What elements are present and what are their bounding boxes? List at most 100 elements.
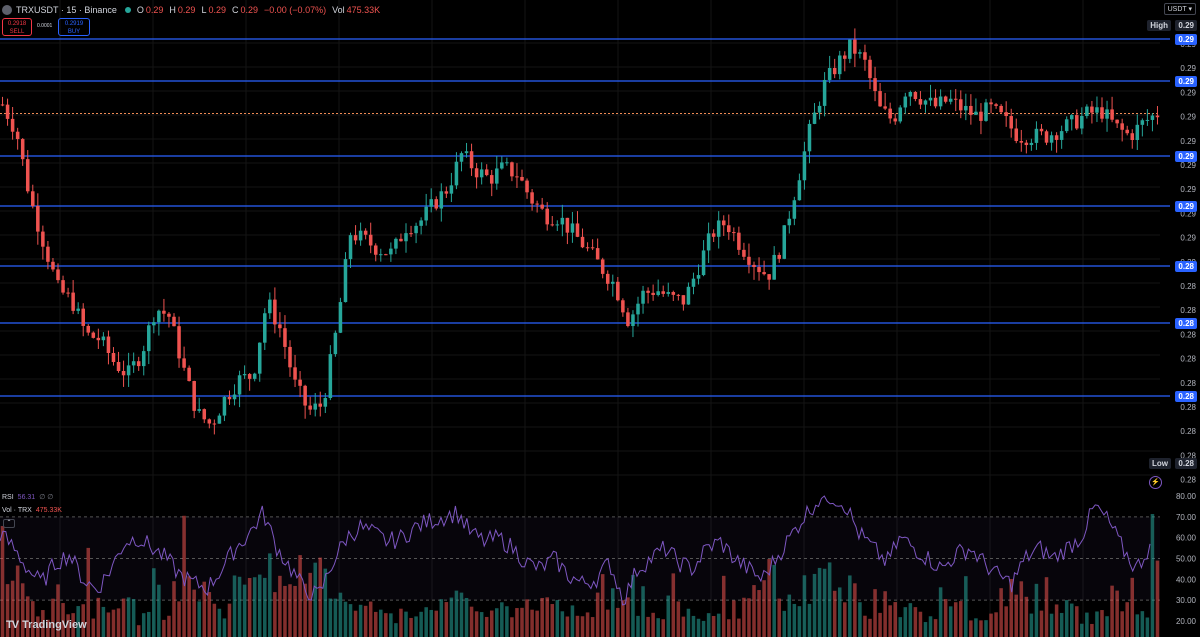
level-label: 0.28 xyxy=(1175,261,1197,272)
low-price-label: 0.28 xyxy=(1175,458,1197,469)
volume-bar xyxy=(81,604,85,637)
candle-body xyxy=(61,280,65,293)
candle-body xyxy=(66,292,70,294)
price-tick-label: 0.28 xyxy=(1180,282,1196,291)
volume-bar xyxy=(999,588,1003,637)
candle-body xyxy=(444,191,449,194)
candle-body xyxy=(903,96,908,108)
volume-bar xyxy=(843,602,847,637)
volume-bar xyxy=(222,618,227,637)
volume-bar xyxy=(515,608,519,637)
candle-body xyxy=(1039,128,1044,132)
volume-bar xyxy=(676,601,681,637)
volume-bar xyxy=(752,585,756,637)
candle-body xyxy=(969,105,973,115)
volume-bar xyxy=(283,585,287,637)
sell-button[interactable]: 0.2918 SELL xyxy=(2,18,32,36)
volume-bar xyxy=(328,598,333,637)
trx-coin-icon xyxy=(2,5,12,15)
candle-body xyxy=(46,246,50,262)
candle-body xyxy=(96,337,101,341)
volume-bar xyxy=(182,515,186,637)
candle-body xyxy=(1090,106,1094,113)
volume-bar xyxy=(86,547,91,637)
candle-body xyxy=(994,104,998,106)
volume-bar xyxy=(964,576,968,637)
rsi-legend[interactable]: RSI 56.31 ∅ ∅ xyxy=(2,493,53,502)
volume-bar xyxy=(565,616,570,637)
volume-bar xyxy=(646,616,650,637)
candle-body xyxy=(943,96,948,102)
candle-body xyxy=(1019,141,1024,143)
candle-body xyxy=(368,234,373,246)
tradingview-logo[interactable]: TV TradingView xyxy=(6,619,87,631)
volume-legend[interactable]: Vol · TRX 475.33K xyxy=(2,507,62,514)
price-tick-label: 0.29 xyxy=(1180,234,1196,243)
volume-bar xyxy=(888,605,892,637)
candle-body xyxy=(540,204,544,209)
candle-body xyxy=(1145,119,1150,121)
volume-bar xyxy=(399,608,403,637)
volume-bar xyxy=(162,619,166,637)
candle-body xyxy=(106,336,111,353)
volume-bar xyxy=(883,591,887,637)
candlestick-series xyxy=(0,28,1160,435)
candle-body xyxy=(323,398,328,407)
candle-body xyxy=(419,220,423,226)
candle-body xyxy=(959,99,963,111)
candle-body xyxy=(268,299,272,314)
volume-bar xyxy=(227,603,232,637)
candle-body xyxy=(696,275,701,279)
candle-body xyxy=(126,365,131,376)
volume-bar xyxy=(560,611,565,637)
candle-body xyxy=(303,385,307,406)
candle-body xyxy=(101,336,106,341)
volume-bar xyxy=(1100,610,1104,637)
symbol-title[interactable]: TRXUSDT · 15 · Binance xyxy=(16,5,117,15)
volume-bar xyxy=(605,609,610,637)
candle-body xyxy=(414,225,418,234)
candle-body xyxy=(752,264,756,268)
candle-body xyxy=(605,273,610,284)
volume-bar xyxy=(379,609,383,637)
rsi-axis: 80.00 70.00 60.00 50.00 40.00 30.00 20.00 xyxy=(1176,492,1197,626)
candle-body xyxy=(172,316,176,327)
volume-bar xyxy=(479,612,484,637)
level-label: 0.28 xyxy=(1175,318,1197,329)
volume-bar xyxy=(716,613,721,637)
candle-body xyxy=(71,292,75,311)
buy-button[interactable]: 0.2919 BUY xyxy=(58,18,90,36)
alert-icon[interactable]: ⚡ xyxy=(1149,476,1162,489)
volume-bar xyxy=(459,592,464,637)
volume-bar xyxy=(585,612,590,637)
candle-body xyxy=(384,254,388,256)
candle-body xyxy=(953,98,958,100)
volume-bar xyxy=(343,601,348,637)
tradingview-mark-icon: TV xyxy=(6,619,19,631)
volume-bar xyxy=(217,608,222,637)
volume-bar xyxy=(626,597,630,637)
volume-bar xyxy=(444,602,449,637)
volume-bar xyxy=(600,574,605,637)
volume-bar xyxy=(1150,514,1155,637)
collapse-legend-button[interactable]: ⌃ xyxy=(3,519,15,528)
volume-bar xyxy=(394,623,398,637)
candle-body xyxy=(36,206,40,232)
candle-body xyxy=(1080,116,1084,129)
candle-body xyxy=(298,379,302,386)
candle-body xyxy=(338,302,343,333)
volume-bar xyxy=(106,612,111,637)
volume-bar xyxy=(656,618,660,637)
candle-body xyxy=(575,223,580,237)
volume-bar xyxy=(1059,612,1064,637)
candle-body xyxy=(152,322,156,326)
candle-body xyxy=(389,248,393,255)
price-tick-label: 0.28 xyxy=(1180,355,1196,364)
candle-body xyxy=(767,274,771,280)
buy-label: BUY xyxy=(67,29,81,35)
candle-body xyxy=(797,180,802,201)
currency-select[interactable]: USDT ▾ xyxy=(1163,3,1196,15)
candle-body xyxy=(928,97,933,101)
volume-bar xyxy=(15,565,20,637)
